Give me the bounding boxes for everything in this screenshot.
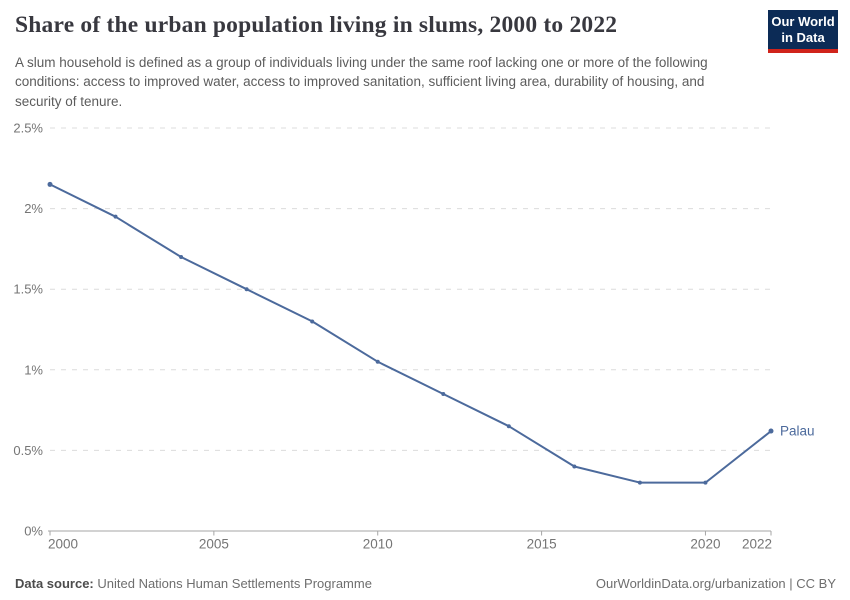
data-point-marker [113, 214, 118, 219]
x-tick-label: 2020 [690, 537, 720, 552]
data-point-marker [703, 480, 708, 485]
data-point-marker [310, 319, 315, 324]
data-source-label: Data source: [15, 576, 94, 591]
y-tick-label: 0% [24, 524, 43, 539]
y-tick-label: 1.5% [13, 282, 43, 297]
license-link[interactable]: OurWorldinData.org/urbanization | CC BY [595, 576, 836, 591]
series-end-label[interactable]: Palau [780, 424, 815, 439]
data-point-marker [47, 181, 53, 187]
x-tick-label: 2022 [742, 537, 772, 552]
series-line[interactable] [49, 183, 772, 484]
owid-logo-line1: Our World [771, 14, 835, 29]
data-point-marker [244, 287, 249, 292]
x-tick-label: 2005 [199, 537, 229, 552]
line-chart-canvas: 0% 0.5% 1% 1.5% 2% 2.5% 2000 2005 2010 2015 2020 20… [13, 121, 815, 552]
data-point-marker [506, 424, 511, 429]
y-tick-label: 1% [24, 362, 43, 377]
page-title: Share of the urban population living in … [15, 12, 618, 38]
y-tick-label: 2% [24, 201, 43, 216]
x-tick-label: 2000 [48, 537, 78, 552]
data-source-text: United Nations Human Settlements Program… [97, 576, 372, 591]
data-point-marker [375, 359, 380, 364]
chart-subtitle: A slum household is defined as a group o… [15, 55, 708, 109]
data-point-marker [637, 480, 642, 485]
data-source: Data source: United Nations Human Settle… [15, 576, 372, 591]
owid-logo[interactable]: Our World in Data [768, 10, 838, 53]
owid-logo-line2: in Data [781, 30, 825, 45]
data-point-marker [441, 391, 446, 396]
data-point-marker [179, 254, 184, 259]
data-point-marker [768, 428, 774, 434]
y-tick-label: 0.5% [13, 443, 43, 458]
x-tick-label: 2010 [363, 537, 393, 552]
x-tick-label: 2015 [527, 537, 557, 552]
chart-footer: Data source: United Nations Human Settle… [15, 576, 836, 591]
data-point-marker [572, 464, 577, 469]
y-tick-label: 2.5% [13, 121, 43, 136]
